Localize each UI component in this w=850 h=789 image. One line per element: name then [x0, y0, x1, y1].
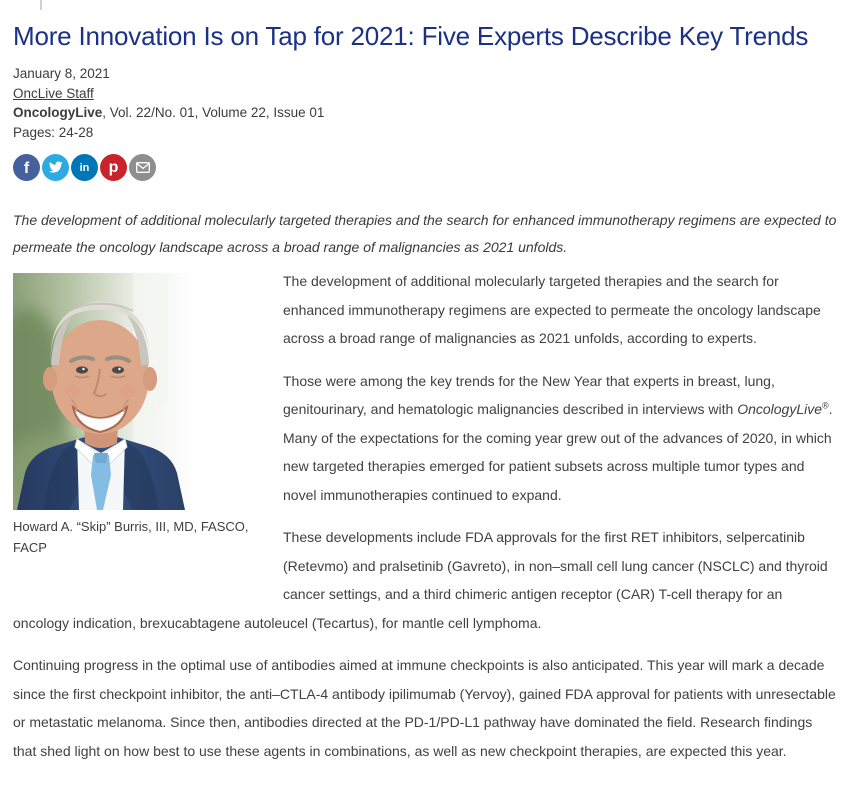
paragraph-2-text: Those were among the key trends for the … — [283, 372, 775, 418]
publish-date: January 8, 2021 — [13, 66, 110, 81]
paragraph-3: These developments include FDA approvals… — [13, 529, 828, 631]
email-share-button[interactable] — [129, 154, 156, 181]
photo-caption-line1: Howard A. “Skip” Burris, III, MD, FASCO, — [13, 519, 249, 534]
article-body: Howard A. “Skip” Burris, III, MD, FASCO,… — [13, 267, 837, 765]
paragraph-1: The development of additional molecularl… — [283, 273, 821, 346]
article-meta: January 8, 2021 OncLive Staff OncologyLi… — [13, 64, 837, 142]
paragraph-2: Those were among the key trends for the … — [13, 367, 837, 510]
paragraph-4: Continuing progress in the optimal use o… — [13, 657, 836, 759]
article-lede: The development of additional molecularl… — [13, 212, 837, 255]
author-link[interactable]: OncLive Staff — [13, 85, 94, 101]
pages-line: Pages: 24-28 — [13, 124, 94, 140]
email-envelope-icon — [135, 162, 150, 173]
page-title: More Innovation Is on Tap for 2021: Five… — [13, 21, 809, 51]
linkedin-icon: in — [79, 161, 90, 174]
facebook-icon: f — [23, 159, 30, 177]
author-photo-figure: Howard A. “Skip” Burris, III, MD, FASCO,… — [13, 273, 268, 558]
pinterest-share-button[interactable]: p — [100, 154, 127, 181]
facebook-share-button[interactable]: f — [13, 154, 40, 181]
twitter-share-button[interactable] — [42, 154, 69, 181]
publication-details: , Vol. 22/No. 01, Volume 22, Issue 01 — [102, 105, 325, 120]
photo-caption: Howard A. “Skip” Burris, III, MD, FASCO,… — [13, 516, 268, 558]
twitter-bird-icon — [48, 161, 63, 173]
pinterest-icon: p — [108, 158, 119, 176]
portrait-photo — [13, 273, 188, 510]
publication-name: OncologyLive — [13, 105, 103, 120]
scrollbar-artifact — [40, 0, 42, 10]
publication-line: OncologyLive, Vol. 22/No. 01, Volume 22,… — [13, 103, 837, 123]
registered-mark: ® — [822, 400, 829, 411]
publication-title-inline: OncologyLive — [737, 401, 823, 417]
linkedin-share-button[interactable]: in — [71, 154, 98, 181]
photo-caption-line2: FACP — [13, 540, 47, 555]
social-share-bar: f in p — [13, 154, 837, 181]
paragraph-2-text-continued: . Many of the expectations for the comin… — [283, 401, 833, 503]
